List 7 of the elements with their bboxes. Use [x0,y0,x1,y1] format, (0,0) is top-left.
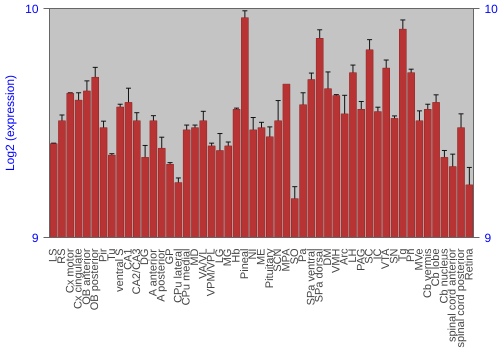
x-tick-label: Retina [463,248,476,280]
x-tick-label: OB posterior [89,248,102,310]
x-tick-label: A posterior [156,248,168,302]
x-tick-label: Tg [396,248,409,262]
y2-tick-label: 10 [484,2,498,16]
y-axis-title: Log2 (expression) [3,74,18,172]
y2-tick-label: 9 [484,231,492,245]
